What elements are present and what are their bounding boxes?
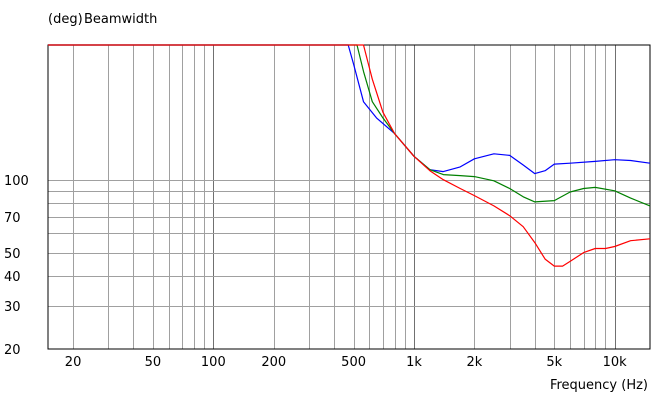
x-tick-label: 1k <box>406 355 422 370</box>
x-tick-label: 500 <box>341 355 366 370</box>
series-line-2 <box>48 44 651 207</box>
series-line-1 <box>48 44 651 175</box>
series-group <box>48 44 651 267</box>
series-line-3 <box>48 44 651 267</box>
y-tick-label: 70 <box>4 211 21 226</box>
y-tick-label: 20 <box>4 343 21 358</box>
y-tick-label: 100 <box>4 174 29 189</box>
y-axis-unit: (deg) <box>48 12 83 27</box>
chart-title: Beamwidth <box>84 12 157 27</box>
y-tick-label: 40 <box>4 270 21 285</box>
x-tick-label: 5k <box>546 355 562 370</box>
y-tick-label: 30 <box>4 300 21 315</box>
x-tick-label: 100 <box>201 355 226 370</box>
x-tick-label: 10k <box>603 355 628 370</box>
x-tick-label: 20 <box>65 355 82 370</box>
grid <box>48 45 650 349</box>
x-tick-labels: 20 50 100 200 500 1k 2k 5k 10k <box>65 355 627 370</box>
y-tick-labels: 20 30 40 50 70 100 <box>4 174 29 358</box>
x-tick-label: 2k <box>466 355 482 370</box>
x-tick-label: 50 <box>145 355 162 370</box>
y-tick-label: 50 <box>4 247 21 262</box>
x-axis-label: Frequency (Hz) <box>550 378 648 393</box>
x-tick-label: 200 <box>261 355 286 370</box>
